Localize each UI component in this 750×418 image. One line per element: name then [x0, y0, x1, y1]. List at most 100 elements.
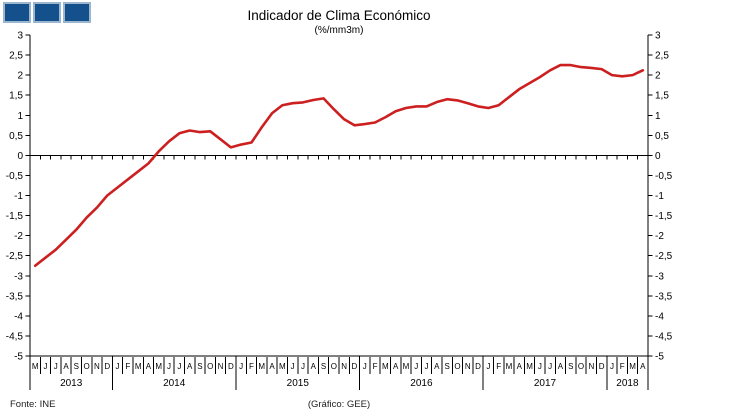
- month-label: A: [63, 362, 69, 371]
- month-label: F: [249, 362, 254, 371]
- month-label: N: [341, 362, 347, 371]
- month-label: M: [403, 362, 410, 371]
- y-axis-label-left: -2: [14, 231, 23, 242]
- y-axis-label-left: 2: [17, 71, 23, 82]
- month-label: J: [610, 362, 614, 371]
- logo-squares: [3, 2, 91, 23]
- y-axis-label-left: -4: [14, 311, 23, 322]
- month-label: J: [239, 362, 243, 371]
- month-label: N: [94, 362, 100, 371]
- month-label: O: [454, 362, 460, 371]
- y-axis-label-left: -2,5: [6, 251, 24, 262]
- y-axis-label-right: -3: [655, 271, 664, 282]
- y-axis-label-left: 0: [17, 151, 23, 162]
- year-label: 2015: [287, 378, 310, 389]
- month-label: D: [352, 362, 358, 371]
- year-label: 2016: [410, 378, 433, 389]
- month-label: D: [599, 362, 605, 371]
- month-label: A: [311, 362, 317, 371]
- month-label: A: [187, 362, 193, 371]
- chart-title: Indicador de Clima Económico: [247, 8, 431, 23]
- y-axis-label-right: 3: [655, 31, 661, 42]
- year-label: 2017: [534, 378, 557, 389]
- data-series-line: [33, 63, 645, 268]
- chart-subtitle: (%/mm3m): [314, 25, 364, 36]
- month-label: J: [548, 362, 552, 371]
- month-label: O: [578, 362, 584, 371]
- month-label: F: [620, 362, 625, 371]
- month-label: N: [465, 362, 471, 371]
- y-axis-label-left: 1,5: [9, 91, 23, 102]
- month-label: A: [558, 362, 564, 371]
- month-label: J: [43, 362, 47, 371]
- month-label: S: [444, 362, 449, 371]
- month-label: A: [146, 362, 152, 371]
- month-label: O: [207, 362, 213, 371]
- zero-axis: [29, 154, 649, 160]
- month-label: M: [258, 362, 265, 371]
- month-label: J: [486, 362, 490, 371]
- month-label: A: [640, 362, 646, 371]
- month-label: A: [269, 362, 275, 371]
- y-axis-label-left: -4,5: [6, 331, 24, 342]
- y-axes: 3 3 2,5 2,5 2 2 1,5 1,5 1 1 0,5 0,5 0 0 -0,5 -0,5 -1 -1 -1…: [6, 31, 673, 363]
- month-label: D: [228, 362, 234, 371]
- logo-square-icon: [63, 2, 91, 23]
- y-axis-label-left: -3,5: [6, 291, 24, 302]
- month-label: S: [321, 362, 326, 371]
- y-axis-label-right: -1,5: [655, 211, 673, 222]
- y-axis-label-left: -3: [14, 271, 23, 282]
- y-axis-label-right: -4: [655, 311, 664, 322]
- month-label: A: [393, 362, 399, 371]
- month-label: O: [84, 362, 90, 371]
- year-label: 2014: [163, 378, 186, 389]
- month-label: N: [218, 362, 224, 371]
- y-axis-label-right: 1,5: [655, 91, 669, 102]
- month-label: M: [382, 362, 389, 371]
- y-axis-label-left: 3: [17, 31, 23, 42]
- month-label: M: [629, 362, 636, 371]
- month-label: J: [116, 362, 120, 371]
- year-label: 2018: [616, 378, 639, 389]
- month-label: A: [434, 362, 440, 371]
- logo-square-icon: [3, 2, 31, 23]
- y-axis-label-right: -5: [655, 352, 664, 363]
- y-axis-label-right: 0: [655, 151, 661, 162]
- month-label: M: [279, 362, 286, 371]
- credit-note: (Gráfico: GEE): [307, 399, 371, 410]
- month-label: J: [425, 362, 429, 371]
- y-axis-label-right: -1: [655, 191, 664, 202]
- y-axis-label-left: -1,5: [6, 211, 24, 222]
- y-axis-label-right: -0,5: [655, 171, 673, 182]
- month-label: D: [104, 362, 110, 371]
- month-label: J: [291, 362, 295, 371]
- month-label: J: [301, 362, 305, 371]
- month-label: N: [588, 362, 594, 371]
- logo-square-icon: [33, 2, 61, 23]
- month-label: J: [177, 362, 181, 371]
- month-label: D: [475, 362, 481, 371]
- month-label: O: [331, 362, 337, 371]
- month-label: A: [517, 362, 523, 371]
- month-label: F: [373, 362, 378, 371]
- year-label: 2013: [60, 378, 83, 389]
- month-label: J: [54, 362, 58, 371]
- month-label: M: [135, 362, 142, 371]
- source-note: Fonte: INE: [10, 399, 56, 410]
- month-label: F: [496, 362, 501, 371]
- month-label: M: [155, 362, 162, 371]
- month-label: S: [568, 362, 573, 371]
- y-axis-label-right: 2: [655, 71, 661, 82]
- y-axis-label-left: 1: [17, 111, 23, 122]
- y-axis-label-right: -2,5: [655, 251, 673, 262]
- y-axis-label-right: 2,5: [655, 51, 669, 62]
- month-label: J: [167, 362, 171, 371]
- y-axis-label-left: 0,5: [9, 131, 23, 142]
- month-label: S: [197, 362, 202, 371]
- y-axis-label-right: -3,5: [655, 291, 673, 302]
- month-label: M: [506, 362, 513, 371]
- y-axis-label-left: 2,5: [9, 51, 23, 62]
- month-label: J: [414, 362, 418, 371]
